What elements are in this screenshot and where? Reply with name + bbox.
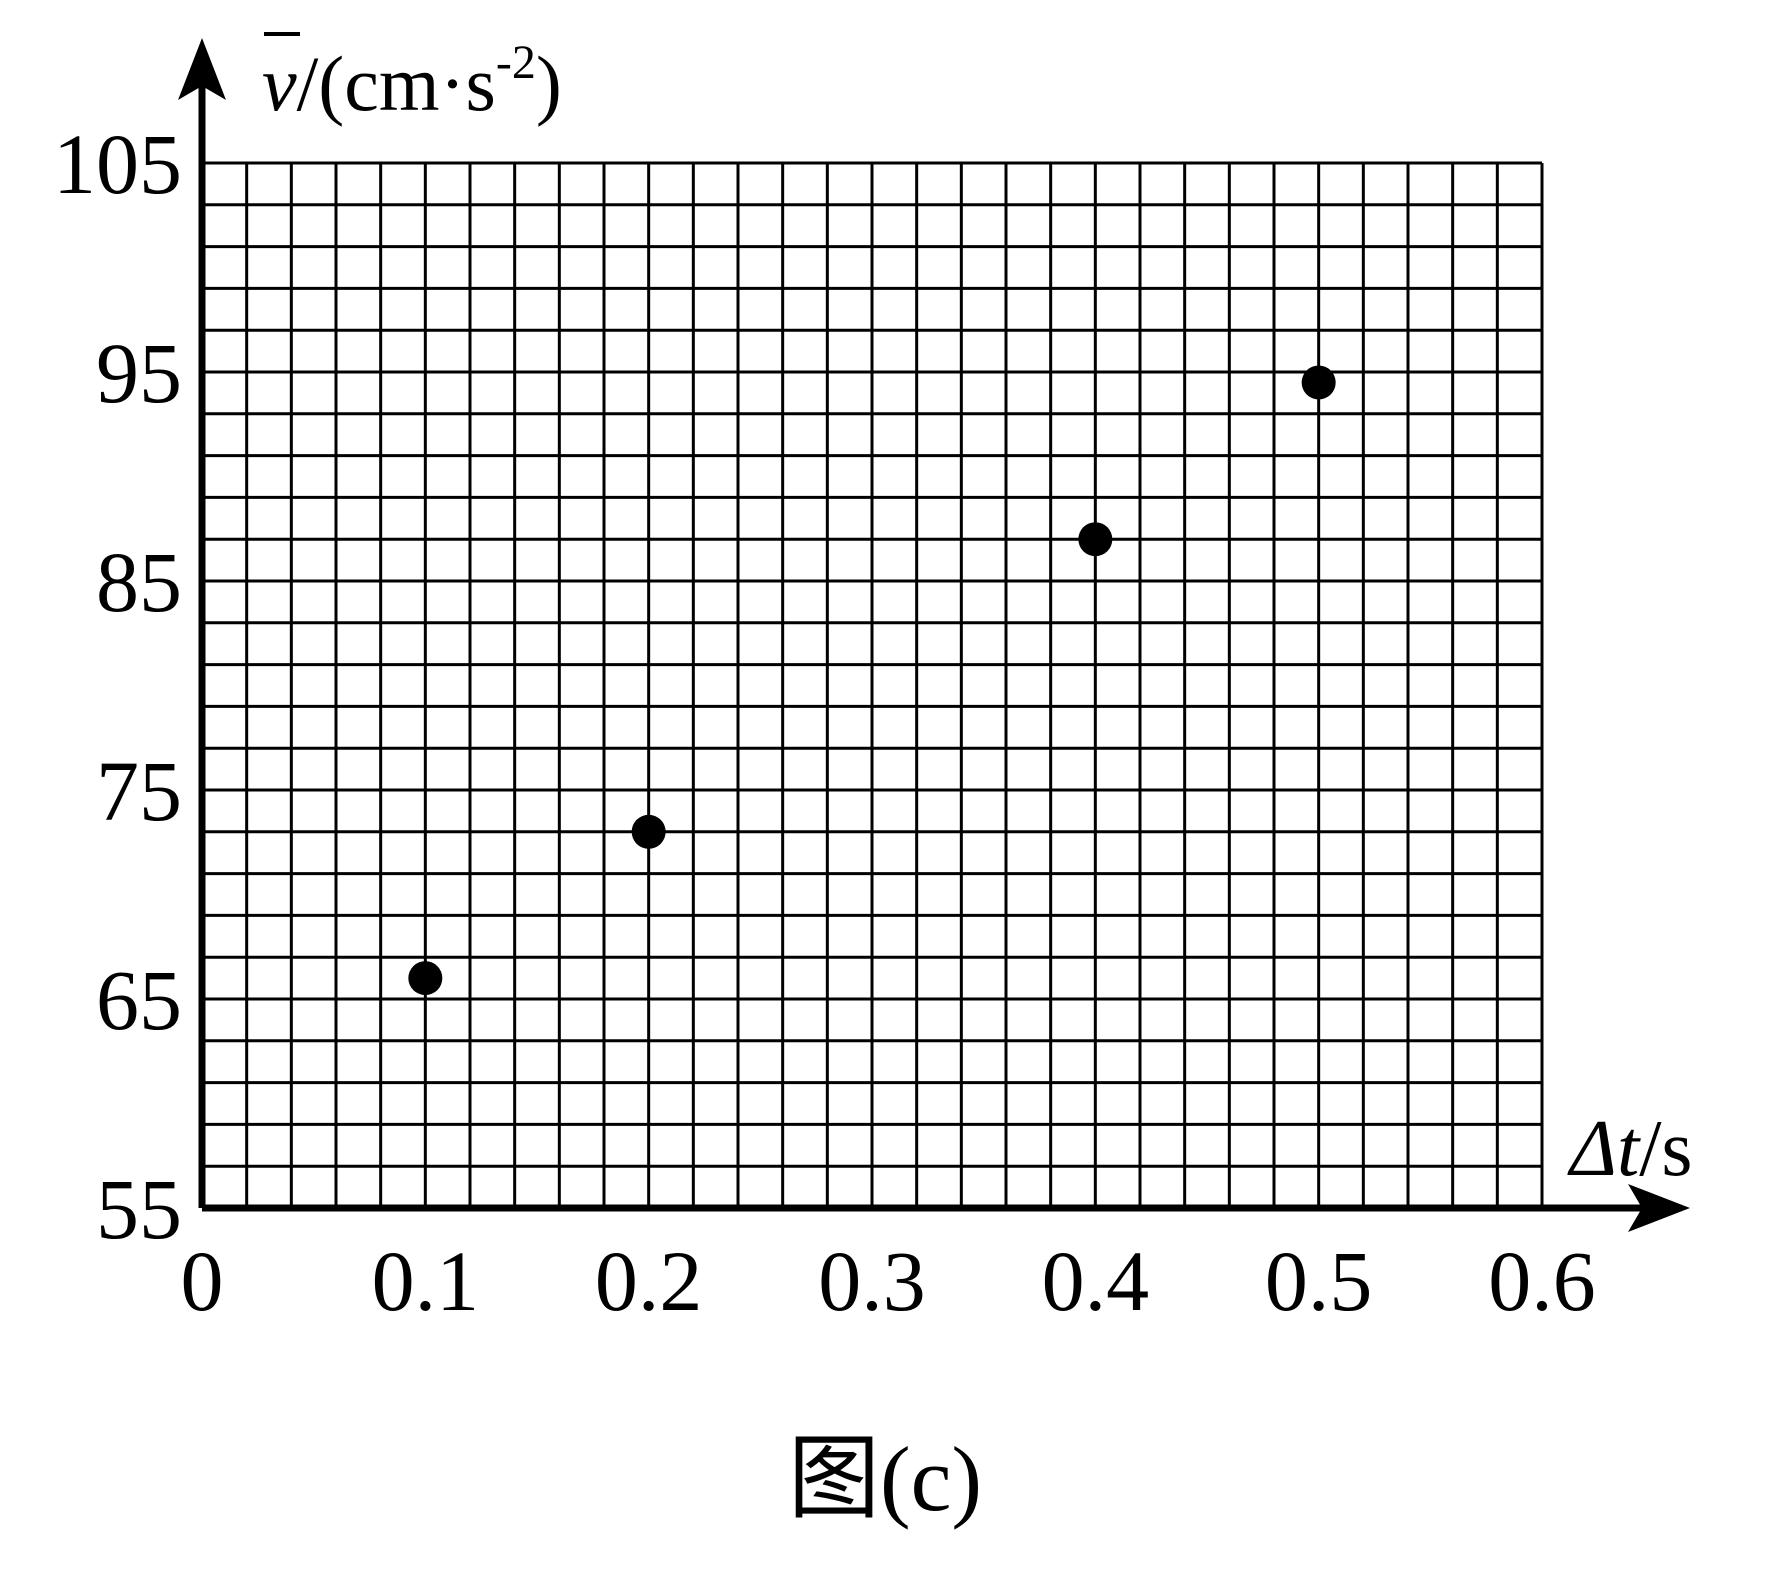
y-axis-label: v/(cm·s-2) [262,36,562,127]
x-axis-arrow-icon [1628,1184,1690,1232]
data-points [408,365,1336,996]
y-tick-label: 95 [96,325,182,421]
x-tick-label: 0.4 [1042,1233,1150,1329]
x-axis-label: Δt/s [1567,1105,1693,1193]
x-tick-label: 0.5 [1265,1233,1373,1329]
y-axis-symbol: v [262,40,297,127]
data-point [631,814,666,849]
x-tick-label: 0.6 [1488,1233,1596,1329]
y-axis-unit: /(cm·s [297,40,496,127]
x-axis-unit: /s [1639,1105,1692,1193]
figure-caption: 图(c) [788,1428,982,1530]
axes [178,38,1690,1232]
y-axis-arrow-icon [178,38,226,100]
grid [202,161,1544,1208]
x-tick-label: 0 [181,1233,224,1329]
y-tick-labels: 55 65 75 85 95 105 [53,116,182,1257]
y-tick-label: 85 [96,534,182,630]
x-tick-labels: 0 0.1 0.2 0.3 0.4 0.5 0.6 [181,1233,1596,1329]
x-axis-symbol: Δt [1567,1105,1641,1193]
y-axis-unit-close: ) [536,40,562,127]
x-tick-label: 0.1 [372,1233,480,1329]
y-tick-label: 65 [96,952,182,1048]
data-point [1301,365,1336,400]
y-tick-label: 55 [96,1161,182,1257]
data-point [408,961,443,996]
x-tick-label: 0.2 [595,1233,703,1329]
y-tick-label: 75 [96,743,182,839]
data-point [1078,522,1113,557]
y-axis-unit-exponent: -2 [496,36,536,89]
y-tick-label: 105 [53,116,182,212]
x-tick-label: 0.3 [818,1233,926,1329]
